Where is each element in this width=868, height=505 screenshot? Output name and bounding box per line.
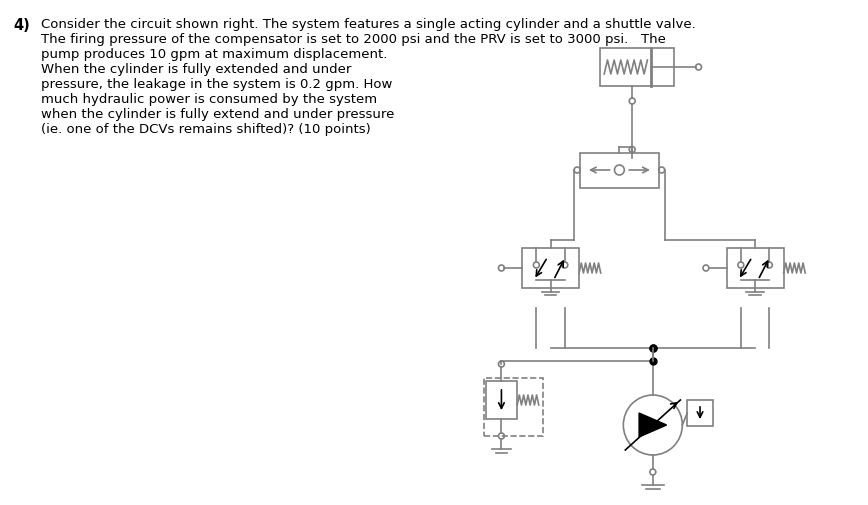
Text: 4): 4) <box>14 18 30 33</box>
Text: when the cylinder is fully extend and under pressure: when the cylinder is fully extend and un… <box>42 108 395 121</box>
Text: pump produces 10 gpm at maximum displacement.: pump produces 10 gpm at maximum displace… <box>42 48 388 61</box>
Polygon shape <box>639 413 667 437</box>
Text: pressure, the leakage in the system is 0.2 gpm. How: pressure, the leakage in the system is 0… <box>42 78 392 91</box>
Bar <box>486 381 517 419</box>
Text: When the cylinder is fully extended and under: When the cylinder is fully extended and … <box>42 63 352 76</box>
Text: Consider the circuit shown right. The system features a single acting cylinder a: Consider the circuit shown right. The sy… <box>42 18 696 31</box>
Text: much hydraulic power is consumed by the system: much hydraulic power is consumed by the … <box>42 93 378 106</box>
Bar <box>727 248 784 288</box>
Bar <box>580 153 659 187</box>
Bar <box>483 378 542 436</box>
Bar <box>522 248 579 288</box>
Bar <box>601 48 674 86</box>
Text: The firing pressure of the compensator is set to 2000 psi and the PRV is set to : The firing pressure of the compensator i… <box>42 33 666 46</box>
Text: (ie. one of the DCVs remains shifted)? (10 points): (ie. one of the DCVs remains shifted)? (… <box>42 123 371 136</box>
Bar <box>687 400 713 426</box>
